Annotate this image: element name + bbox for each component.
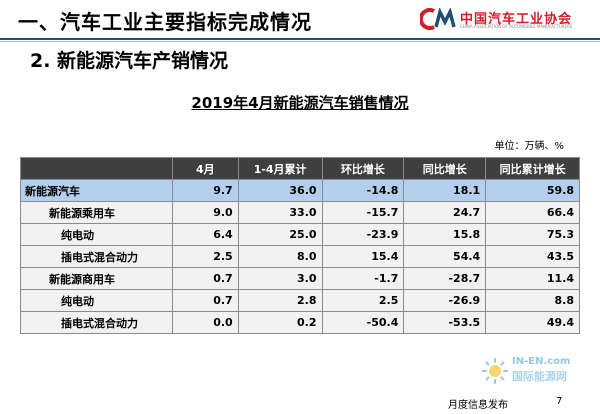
caam-logo-icon: [420, 8, 456, 30]
sales-table: 4月 1-4月累计 环比增长 同比增长 同比累计增长 新能源汽车 9.7 36.0-…: [20, 157, 580, 334]
table-cell: 9.0: [171, 201, 239, 224]
table-cell: -50.4: [321, 311, 405, 334]
column-header-yoy-cumulative-growth: 同比累计增长: [485, 157, 580, 180]
page-number: 7: [556, 396, 563, 407]
logo-english-text: CHINA ASSOCIATION OF AUTOMOBILE MANUFACT…: [460, 24, 573, 29]
watermark-cn: 国际能源网: [512, 370, 567, 383]
table-cell: 3.0: [237, 267, 323, 290]
table-cell: -53.5: [403, 311, 487, 334]
table-header-row: 4月 1-4月累计 环比增长 同比增长 同比累计增长: [20, 157, 580, 180]
column-header-blank: [20, 157, 173, 180]
subtitle: 2. 新能源汽车产销情况: [30, 50, 229, 72]
sun-logo-icon: [482, 358, 508, 384]
column-header-yoy-growth: 同比增长: [403, 157, 487, 180]
table-cell: 2.8: [237, 289, 323, 312]
table-cell: 0.7: [171, 267, 239, 290]
table-cell: 0.2: [237, 311, 323, 334]
table-row: 新能源商用车 0.7 3.0 -1.7 -28.7 11.4: [20, 267, 580, 290]
header-divider: [0, 38, 600, 40]
caam-logo: 中国汽车工业协会 CHINA ASSOCIATION OF AUTOMOBILE…: [420, 6, 590, 32]
table-cell: 2.5: [321, 289, 405, 312]
table-cell: 15.8: [403, 223, 487, 246]
table-cell: 6.4: [171, 223, 239, 246]
table-row: 新能源汽车 9.7 36.0 -14.8 18.1 59.8: [20, 179, 580, 202]
watermark-en: IN-EN.com: [512, 356, 571, 367]
table-cell: 9.7: [171, 179, 239, 202]
table-cell: 75.3: [485, 223, 580, 246]
row-label: 插电式混合动力: [20, 245, 173, 268]
column-header-mom-growth: 环比增长: [321, 157, 405, 180]
table-cell: 2.5: [171, 245, 239, 268]
table-cell: 49.4: [485, 311, 580, 334]
row-label: 新能源乘用车: [20, 201, 173, 224]
table-cell: 59.8: [485, 179, 580, 202]
watermark: IN-EN.com 国际能源网: [482, 352, 590, 388]
row-label: 新能源汽车: [20, 179, 173, 202]
table-cell: 0.7: [171, 289, 239, 312]
table-cell: -28.7: [403, 267, 487, 290]
table-cell: -26.9: [403, 289, 487, 312]
table-cell: 0.0: [171, 311, 239, 334]
row-label: 纯电动: [20, 223, 173, 246]
table-cell: 54.4: [403, 245, 487, 268]
table-row: 纯电动 0.7 2.8 2.5 -26.9 8.8: [20, 289, 580, 312]
table-cell: -1.7: [321, 267, 405, 290]
header-divider-light: [0, 41, 600, 42]
table-cell: 24.7: [403, 201, 487, 224]
table-cell: 43.5: [485, 245, 580, 268]
table-body: 新能源汽车 9.7 36.0 -14.8 18.1 59.8 新能源乘用车 9.0 33.0 -1…: [20, 179, 580, 334]
column-header-april: 4月: [171, 157, 239, 180]
table-row: 插电式混合动力 0.0 0.2 -50.4 -53.5 49.4: [20, 311, 580, 334]
table-row: 插电式混合动力 2.5 8.0 15.4 54.4 43.5: [20, 245, 580, 268]
table-cell: 8.0: [237, 245, 323, 268]
footer-text: 月度信息发布: [448, 400, 508, 411]
column-header-jan-apr-cumulative: 1-4月累计: [237, 157, 323, 180]
row-label: 纯电动: [20, 289, 173, 312]
table-cell: -14.8: [321, 179, 405, 202]
table-cell: 33.0: [237, 201, 323, 224]
table-cell: 25.0: [237, 223, 323, 246]
table-cell: -23.9: [321, 223, 405, 246]
slide-header: 一、汽车工业主要指标完成情况 中国汽车工业协会 CHINA ASSOCIATIO…: [0, 0, 600, 38]
table-cell: 18.1: [403, 179, 487, 202]
table-cell: 66.4: [485, 201, 580, 224]
table-cell: 36.0: [237, 179, 323, 202]
table-cell: -15.7: [321, 201, 405, 224]
logo-text: 中国汽车工业协会: [460, 12, 573, 27]
table-cell: 8.8: [485, 289, 580, 312]
row-label: 插电式混合动力: [20, 311, 173, 334]
table-row: 纯电动 6.4 25.0 -23.9 15.8 75.3: [20, 223, 580, 246]
table-title: 2019年4月新能源汽车销售情况: [191, 94, 409, 112]
table-cell: 15.4: [321, 245, 405, 268]
row-label: 新能源商用车: [20, 267, 173, 290]
section-title: 一、汽车工业主要指标完成情况: [18, 10, 312, 34]
table-row: 新能源乘用车 9.0 33.0 -15.7 24.7 66.4: [20, 201, 580, 224]
table-cell: 11.4: [485, 267, 580, 290]
unit-label: 单位：万辆、%: [494, 141, 564, 152]
